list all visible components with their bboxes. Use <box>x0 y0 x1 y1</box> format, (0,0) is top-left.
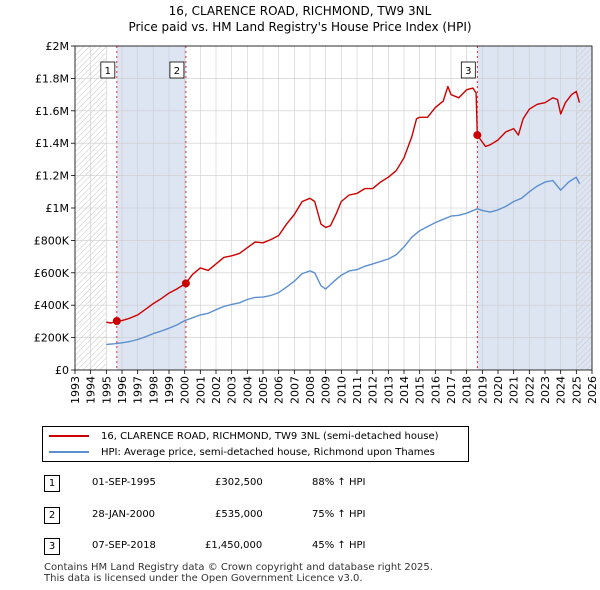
x-tick-label: 2010 <box>335 376 348 404</box>
legend-label-property: 16, CLARENCE ROAD, RICHMOND, TW9 3NL (se… <box>101 430 439 442</box>
property-price-line <box>106 85 581 324</box>
sale-price: £1,450,000 <box>205 540 263 551</box>
sale-hpi-change: 75% ↑ HPI <box>312 509 366 520</box>
footer-copyright: Contains HM Land Registry data © Crown c… <box>44 562 433 573</box>
sale-marker-label: 1 <box>44 475 60 492</box>
sale-row-2: 2 28-JAN-2000 £535,000 75% ↑ HPI <box>0 507 600 525</box>
x-tick-label: 2024 <box>555 376 568 404</box>
x-tick-label: 2005 <box>257 376 270 404</box>
x-tick-label: 2015 <box>414 376 427 404</box>
x-tick-label: 2009 <box>320 376 333 404</box>
x-tick-label: 2021 <box>508 376 521 404</box>
y-tick-label: £2M <box>46 40 70 53</box>
sale-label-box <box>460 61 476 79</box>
x-tick-label: 2019 <box>476 376 489 404</box>
sale-label-box <box>100 61 116 79</box>
x-tick-label: 2003 <box>226 376 239 404</box>
sale-date: 07-SEP-2018 <box>92 540 156 551</box>
x-tick-label: 1994 <box>85 376 98 404</box>
y-tick-label: £800K <box>34 234 70 247</box>
legend-swatch-property <box>49 435 89 437</box>
y-tick-label: £200K <box>34 332 70 345</box>
sale-date: 01-SEP-1995 <box>92 477 156 488</box>
sale-row-3: 3 07-SEP-2018 £1,450,000 45% ↑ HPI <box>0 538 600 556</box>
x-tick-label: 2017 <box>445 376 458 404</box>
sale-row-1: 1 01-SEP-1995 £302,500 88% ↑ HPI <box>0 475 600 493</box>
x-tick-label: 2001 <box>194 376 207 404</box>
legend: 16, CLARENCE ROAD, RICHMOND, TW9 3NL (se… <box>42 426 469 462</box>
x-tick-label: 1997 <box>132 376 145 404</box>
x-tick-label: 1999 <box>163 376 176 404</box>
legend-label-hpi: HPI: Average price, semi-detached house,… <box>101 446 435 458</box>
x-tick-label: 2011 <box>351 376 364 404</box>
sale-point <box>181 279 190 288</box>
x-tick-label: 1996 <box>116 376 129 404</box>
sale-label: 1 <box>105 66 111 77</box>
x-tick-label: 2016 <box>429 376 442 404</box>
sale-point <box>112 316 121 325</box>
x-tick-label: 1998 <box>147 376 160 404</box>
legend-item-hpi: HPI: Average price, semi-detached house,… <box>49 445 435 459</box>
x-tick-label: 2025 <box>570 376 583 404</box>
sale-marker-label: 2 <box>44 507 60 524</box>
x-tick-label: 2002 <box>210 376 223 404</box>
y-tick-label: £1.6M <box>35 105 69 118</box>
y-tick-label: £400K <box>34 299 70 312</box>
sale-marker-label: 3 <box>44 538 60 555</box>
legend-swatch-hpi <box>49 451 89 453</box>
x-tick-label: 2007 <box>288 376 301 404</box>
x-tick-label: 2026 <box>586 376 599 404</box>
x-tick-label: 2014 <box>398 376 411 404</box>
footer-licence: This data is licensed under the Open Gov… <box>44 573 363 584</box>
x-tick-label: 2022 <box>523 376 536 404</box>
x-tick-label: 2004 <box>241 376 254 404</box>
sale-price: £535,000 <box>215 509 263 520</box>
x-tick-label: 2018 <box>461 376 474 404</box>
sale-label: 3 <box>465 66 471 77</box>
x-tick-label: 1995 <box>100 376 113 404</box>
y-tick-label: £1.8M <box>35 72 69 85</box>
sale-label-box <box>169 61 185 79</box>
plot-area <box>106 85 581 346</box>
x-tick-label: 2000 <box>179 376 192 404</box>
x-tick-label: 1993 <box>69 376 82 404</box>
chart-subtitle: Price paid vs. HM Land Registry's House … <box>128 20 472 34</box>
legend-item-property: 16, CLARENCE ROAD, RICHMOND, TW9 3NL (se… <box>49 429 439 443</box>
x-tick-label: 2020 <box>492 376 505 404</box>
sale-hpi-change: 45% ↑ HPI <box>312 540 366 551</box>
x-tick-label: 2008 <box>304 376 317 404</box>
x-tick-label: 2023 <box>539 376 552 404</box>
price-chart: 1 2 3 £0 £200K £400K £600K £800K £1M £1.2M £1.4M £1… <box>34 40 599 404</box>
y-tick-label: £1.2M <box>35 170 69 183</box>
sale-hpi-change: 88% ↑ HPI <box>312 477 366 488</box>
x-tick-label: 2012 <box>367 376 380 404</box>
y-tick-label: £1.4M <box>35 137 69 150</box>
chart-title: 16, CLARENCE ROAD, RICHMOND, TW9 3NL <box>168 4 432 18</box>
y-tick-label: £1M <box>46 202 70 215</box>
sale-point <box>473 131 482 140</box>
y-tick-label: £600K <box>34 267 70 280</box>
x-tick-label: 2006 <box>273 376 286 404</box>
sale-label: 2 <box>174 66 180 77</box>
x-tick-label: 2013 <box>382 376 395 404</box>
hpi-line <box>106 176 581 346</box>
sale-price: £302,500 <box>215 477 263 488</box>
sale-date: 28-JAN-2000 <box>92 509 156 520</box>
y-tick-label: £0 <box>55 364 69 377</box>
footer: Contains HM Land Registry data © Crown c… <box>44 562 433 584</box>
